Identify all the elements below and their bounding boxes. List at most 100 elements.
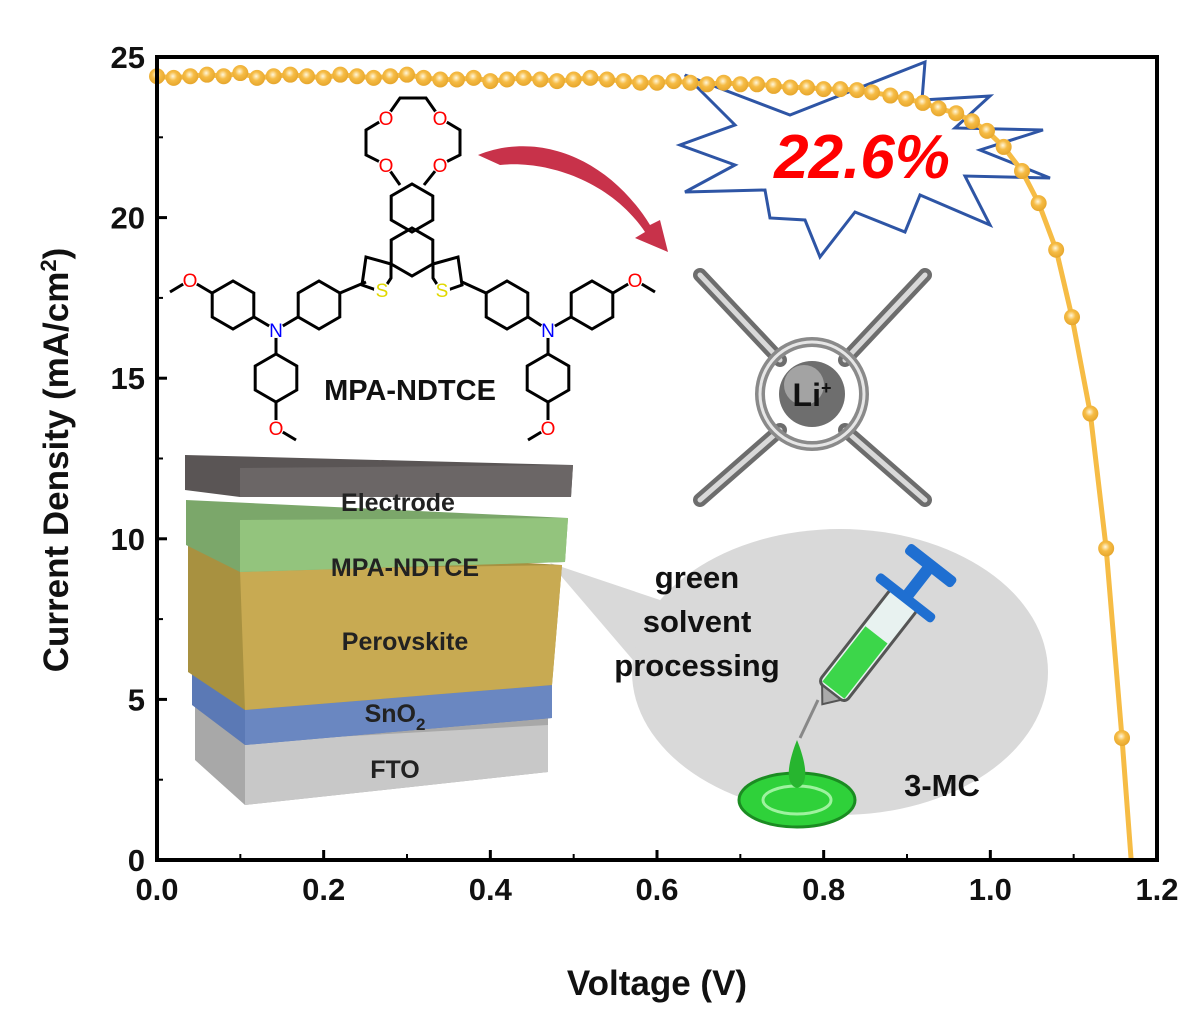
data-point — [232, 65, 249, 82]
x-tick-label: 1.2 — [1135, 872, 1178, 907]
data-point — [332, 66, 349, 83]
data-point — [399, 66, 415, 83]
data-point — [699, 76, 715, 93]
data-point — [1098, 540, 1115, 557]
data-point — [549, 73, 565, 90]
data-point — [382, 68, 399, 85]
process-text-1: green — [655, 560, 739, 595]
data-point — [482, 73, 499, 90]
efficiency-value: 22.6% — [773, 123, 950, 192]
data-point — [565, 71, 582, 88]
y-tick-label: 0 — [128, 843, 145, 878]
data-point — [948, 105, 965, 122]
data-point — [415, 69, 432, 86]
y-axis-label: Current Density (mA/cm2) — [36, 248, 76, 673]
y-tick-label: 10 — [111, 522, 145, 557]
data-point — [930, 100, 947, 117]
data-point — [432, 71, 449, 88]
data-point — [1014, 163, 1030, 180]
data-point — [649, 74, 665, 91]
atom-label: S — [376, 281, 389, 302]
data-point — [199, 66, 215, 83]
data-point — [315, 69, 332, 86]
data-point — [782, 79, 799, 96]
atom-label: O — [433, 156, 448, 177]
illustrations: Electrode MPA-NDTCE Perovskite SnO2 FTO … — [169, 59, 1051, 829]
atom-label: O — [433, 109, 448, 130]
data-point — [665, 73, 682, 90]
thiophene-ring — [431, 255, 464, 294]
y-tick-label: 25 — [111, 40, 145, 75]
data-point — [765, 77, 782, 94]
x-tick-label: 0.2 — [302, 872, 345, 907]
x-tick-label: 1.0 — [969, 872, 1012, 907]
benzene-ring — [296, 279, 342, 331]
data-point — [1030, 195, 1047, 212]
benzene-ring — [569, 279, 615, 331]
data-point — [964, 113, 980, 130]
benzene-ring — [484, 279, 530, 331]
data-point — [898, 90, 915, 107]
data-point — [914, 94, 931, 111]
data-point — [599, 71, 615, 88]
lithium-chain-icon: Li+ — [683, 255, 939, 513]
data-point — [182, 68, 199, 85]
layer-label-fto: FTO — [370, 756, 420, 784]
layer-label-electrode: Electrode — [341, 489, 455, 517]
solvent-label: 3-MC — [904, 768, 980, 803]
data-point — [682, 74, 699, 91]
data-point — [165, 69, 182, 86]
y-tick-label: 5 — [128, 682, 145, 717]
atom-label: O — [628, 271, 643, 292]
layer-label-sno2: SnO2 — [365, 700, 426, 734]
data-point — [979, 122, 995, 139]
data-point — [299, 68, 315, 85]
data-point — [449, 71, 465, 88]
benzene-ring — [389, 182, 435, 234]
data-point — [465, 69, 482, 86]
data-point — [582, 69, 599, 86]
x-tick-label: 0.8 — [802, 872, 845, 907]
device-stack: Electrode MPA-NDTCE Perovskite SnO2 FTO — [185, 455, 573, 805]
atom-label: S — [436, 281, 449, 302]
x-tick-label: 0.0 — [135, 872, 178, 907]
atom-label: O — [379, 109, 394, 130]
data-point — [215, 68, 232, 85]
y-tick-label: 15 — [111, 361, 145, 396]
data-point — [815, 81, 832, 98]
layer-label-htl: MPA-NDTCE — [331, 554, 479, 582]
atom-label: N — [541, 321, 555, 342]
benzene-ring — [253, 352, 299, 404]
efficiency-burst — [675, 59, 1051, 260]
layer-label-perovskite: Perovskite — [342, 628, 469, 656]
benzene-ring — [210, 279, 256, 331]
data-point — [499, 71, 515, 88]
atom-label: O — [269, 419, 284, 440]
data-point — [882, 87, 899, 104]
data-point — [249, 69, 265, 86]
molecule-name: MPA-NDTCE — [324, 375, 496, 407]
data-point — [799, 79, 815, 96]
jv-series — [149, 65, 1134, 861]
process-text-2: solvent — [643, 604, 752, 639]
molecule-structure: O O O O S S N N O O O O — [169, 96, 656, 442]
data-point — [864, 84, 880, 101]
data-point — [1064, 309, 1080, 326]
atom-label: O — [541, 419, 556, 440]
data-point — [715, 74, 732, 91]
data-point — [265, 68, 282, 85]
data-point — [282, 66, 299, 83]
x-axis-label: Voltage (V) — [567, 964, 747, 1003]
axes: 0.0 0.2 0.4 0.6 0.8 1.0 1.2 0 5 10 15 20 25 — [111, 40, 1179, 907]
data-point — [1082, 405, 1099, 422]
atom-label: N — [269, 321, 283, 342]
data-point — [515, 69, 532, 86]
atom-label: O — [379, 156, 394, 177]
benzene-ring — [389, 226, 435, 278]
process-text-3: processing — [614, 648, 779, 683]
syringe-icon — [737, 543, 957, 829]
data-point — [532, 71, 549, 88]
benzene-ring — [525, 352, 571, 404]
y-tick-label: 20 — [111, 201, 145, 236]
